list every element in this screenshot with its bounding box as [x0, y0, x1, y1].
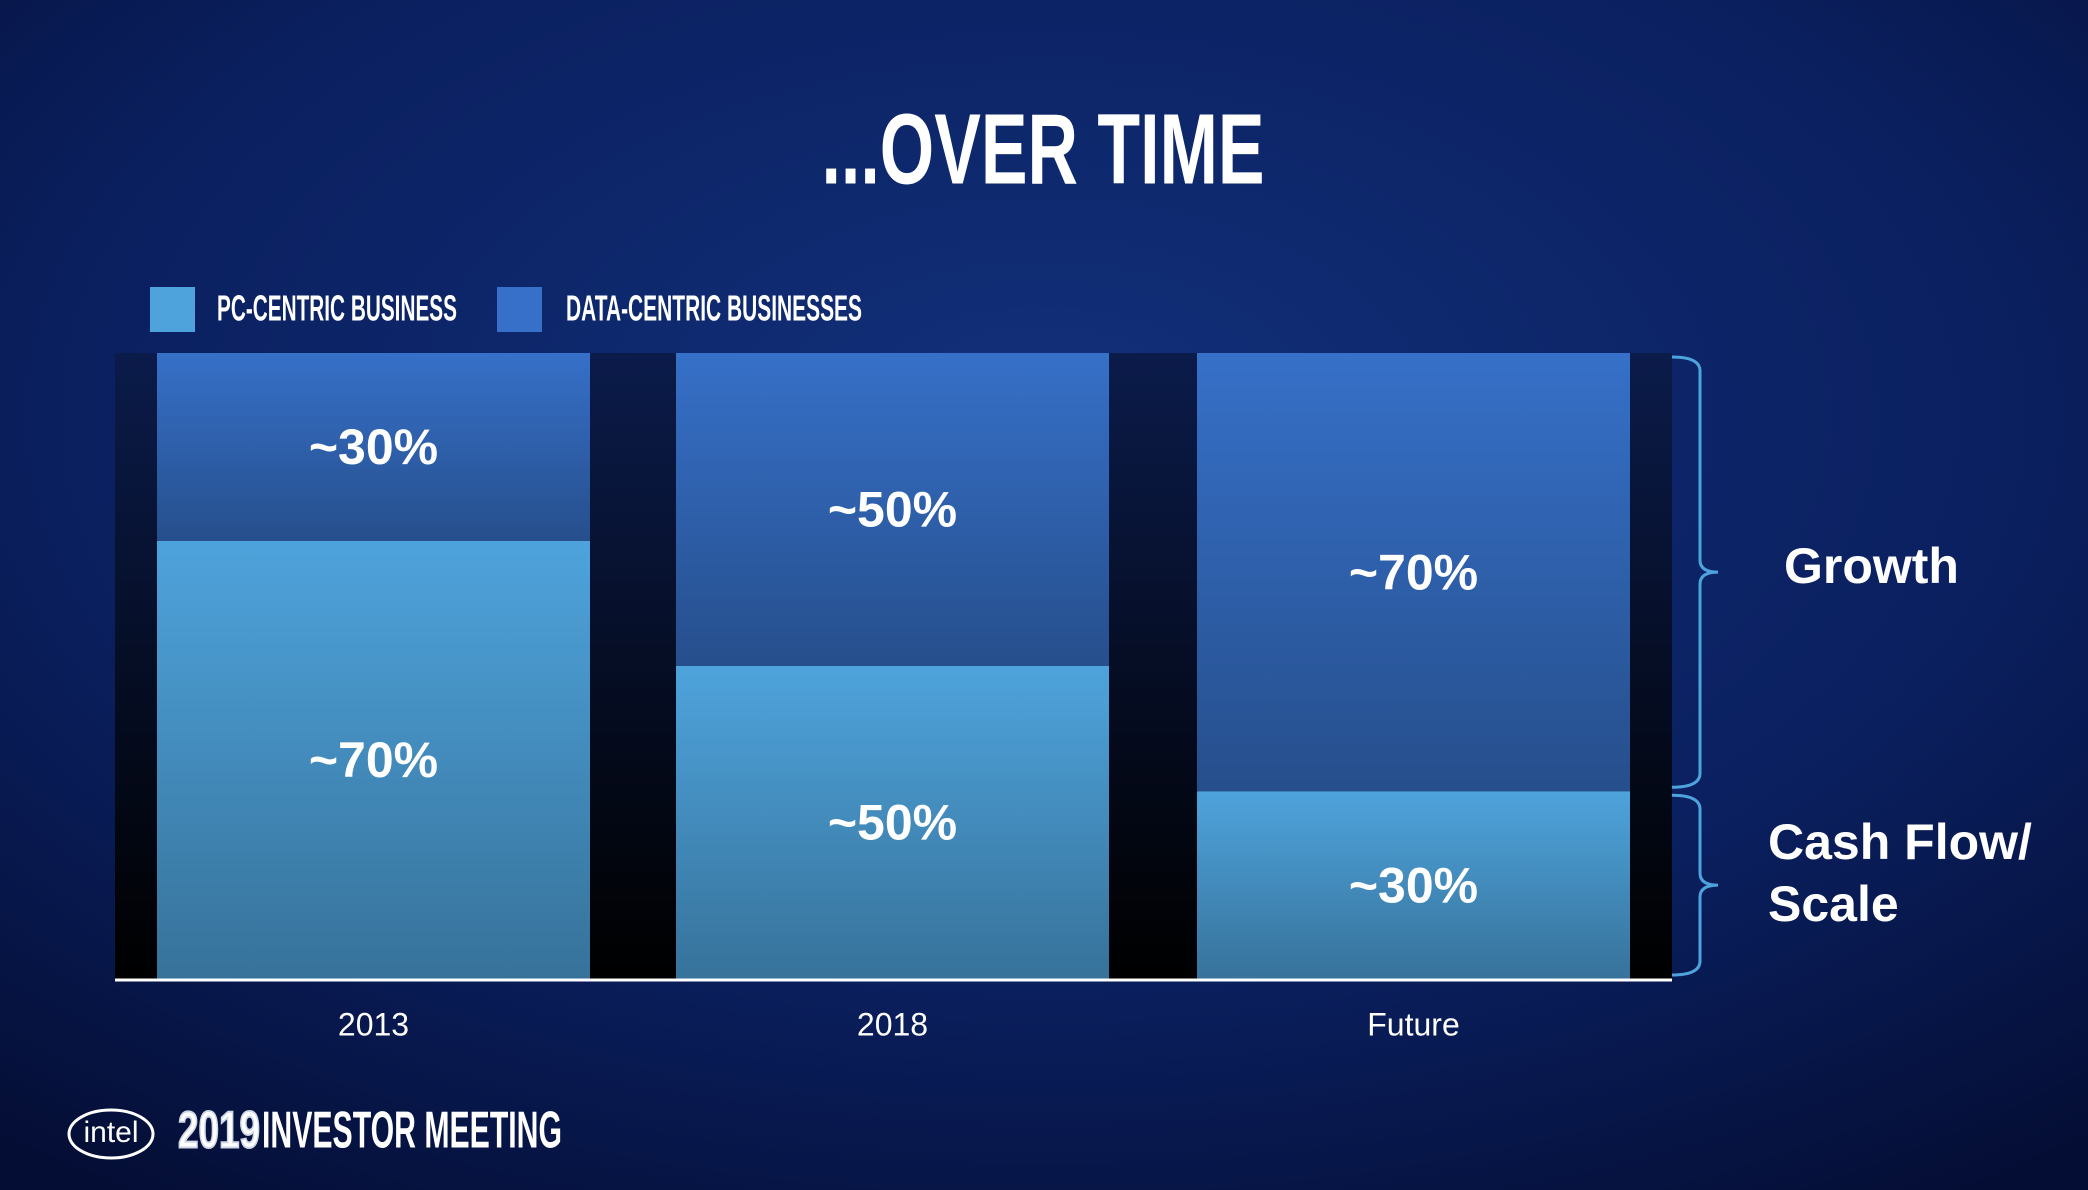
value-label: ~30% — [1349, 857, 1478, 913]
bracket — [1671, 793, 1719, 977]
legend-label: PC-CENTRIC BUSINESS — [217, 288, 457, 329]
brackets — [1671, 355, 1719, 977]
bar-shade — [676, 666, 1109, 979]
value-label: ~70% — [309, 732, 438, 788]
value-label: ~70% — [1349, 544, 1478, 600]
bar-shade — [1197, 791, 1630, 979]
logo-ring — [67, 1108, 155, 1160]
annotation-cash-flow: Scale — [1768, 876, 1899, 932]
value-label: ~50% — [828, 482, 957, 538]
value-label: ~30% — [309, 419, 438, 475]
chart-title: ...OVER TIME — [822, 93, 1265, 205]
annotation-cash-flow: Cash Flow/ — [1768, 814, 2032, 870]
bar-shade — [676, 353, 1109, 666]
annotation-growth: Growth — [1784, 538, 1959, 594]
legend-swatch — [150, 287, 195, 332]
bar-shade — [157, 540, 590, 979]
x-tick-label: 2013 — [338, 1006, 409, 1042]
bar-shade — [157, 353, 590, 541]
legend: PC-CENTRIC BUSINESS DATA-CENTRIC BUSINESS… — [150, 287, 862, 332]
footer-year: 2019 — [178, 1102, 260, 1160]
footer-logo: intel — [83, 1116, 138, 1149]
x-tick-label: Future — [1367, 1006, 1459, 1042]
bar-shade — [1197, 353, 1630, 792]
bracket — [1671, 355, 1719, 789]
legend-label: DATA-CENTRIC BUSINESSES — [566, 288, 862, 329]
bars: ~70% ~30% 2013 ~50% ~50% 2018 ~30% ~70% Future — [157, 353, 1630, 1042]
legend-swatch — [497, 287, 542, 332]
value-label: ~50% — [828, 795, 957, 851]
x-tick-label: 2018 — [857, 1006, 928, 1042]
footer-event: INVESTOR MEETING — [262, 1102, 562, 1160]
